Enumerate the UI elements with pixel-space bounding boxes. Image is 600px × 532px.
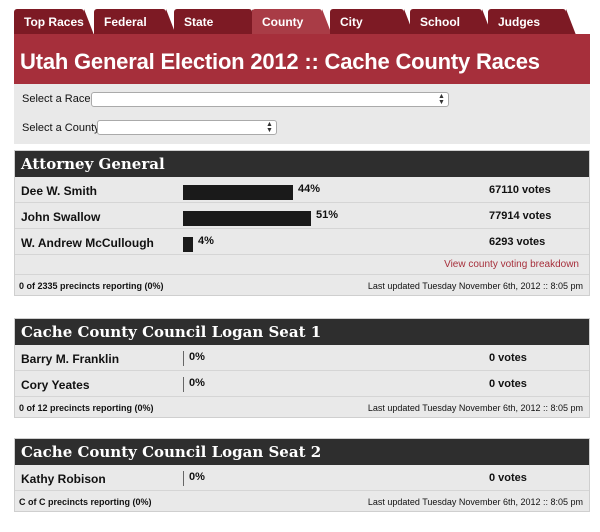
last-updated: Last updated Tuesday November 6th, 2012 … (367, 497, 583, 507)
vote-percent: 0% (189, 351, 205, 363)
race-tabs: Top Races Federal State County City Scho… (14, 9, 590, 35)
page-title: Utah General Election 2012 :: Cache Coun… (14, 34, 590, 84)
candidate-name: W. Andrew McCullough (21, 236, 154, 250)
vote-percent: 0% (189, 471, 205, 483)
last-updated: Last updated Tuesday November 6th, 2012 … (367, 281, 583, 291)
candidate-name: Dee W. Smith (21, 184, 98, 198)
race-title: Attorney General (15, 151, 589, 177)
vote-bar (183, 471, 184, 486)
race-footer: 0 of 2335 precincts reporting (0%) Last … (15, 275, 589, 295)
candidate-row: Cory Yeates 0% 0 votes (15, 371, 589, 397)
precincts-reporting: 0 of 12 precincts reporting (0%) (19, 403, 154, 413)
race-panel: Cache County Council Logan Seat 1 Barry … (14, 318, 590, 418)
race-panel: Attorney General Dee W. Smith 44% 67110 … (14, 150, 590, 296)
county-breakdown-link[interactable]: View county voting breakdown (444, 259, 579, 270)
vote-count: 0 votes (489, 352, 527, 364)
tab-top-races[interactable]: Top Races (14, 9, 94, 35)
vote-count: 67110 votes (489, 184, 551, 196)
race-select-label: Select a Race: (22, 93, 94, 105)
candidate-row: W. Andrew McCullough 4% 6293 votes (15, 229, 589, 255)
race-footer: C of C precincts reporting (0%) Last upd… (15, 491, 589, 511)
vote-count: 0 votes (489, 378, 527, 390)
select-arrows-icon: ▲ ▼ (438, 93, 445, 106)
vote-count: 0 votes (489, 472, 527, 484)
vote-bar (183, 185, 293, 200)
candidate-row: Kathy Robison 0% 0 votes (15, 465, 589, 491)
tab-state[interactable]: State (174, 9, 262, 35)
tab-county[interactable]: County (252, 9, 332, 35)
race-filter-panel: Select a Race: ▲ ▼ Select a County: ▲ ▼ (14, 84, 590, 144)
vote-bar (183, 237, 193, 252)
tab-federal[interactable]: Federal (94, 9, 176, 35)
candidate-name: Barry M. Franklin (21, 352, 120, 366)
vote-bar (183, 211, 311, 226)
tab-school[interactable]: School (410, 9, 492, 35)
vote-bar (183, 351, 184, 366)
precincts-reporting: C of C precincts reporting (0%) (19, 497, 152, 507)
race-footer: 0 of 12 precincts reporting (0%) Last up… (15, 397, 589, 417)
race-panel: Cache County Council Logan Seat 2 Kathy … (14, 438, 590, 512)
last-updated: Last updated Tuesday November 6th, 2012 … (367, 403, 583, 413)
vote-percent: 44% (298, 183, 321, 195)
vote-count: 6293 votes (489, 236, 546, 248)
county-select-label: Select a County: (22, 122, 103, 134)
county-select[interactable]: ▲ ▼ (97, 120, 277, 135)
vote-percent: 4% (198, 235, 214, 247)
select-arrows-icon: ▲ ▼ (266, 121, 273, 134)
breakdown-row: View county voting breakdown (15, 255, 589, 275)
vote-percent: 0% (189, 377, 205, 389)
candidate-row: John Swallow 51% 77914 votes (15, 203, 589, 229)
candidate-row: Barry M. Franklin 0% 0 votes (15, 345, 589, 371)
race-title: Cache County Council Logan Seat 1 (15, 319, 589, 345)
candidate-name: John Swallow (21, 210, 101, 224)
candidate-row: Dee W. Smith 44% 67110 votes (15, 177, 589, 203)
tab-judges[interactable]: Judges (488, 9, 576, 35)
race-title: Cache County Council Logan Seat 2 (15, 439, 589, 465)
race-select[interactable]: ▲ ▼ (91, 92, 449, 107)
candidate-name: Cory Yeates (21, 378, 90, 392)
precincts-reporting: 0 of 2335 precincts reporting (0%) (19, 281, 164, 291)
tab-city[interactable]: City (330, 9, 414, 35)
vote-percent: 51% (316, 209, 339, 221)
vote-count: 77914 votes (489, 210, 552, 222)
vote-bar (183, 377, 184, 392)
candidate-name: Kathy Robison (21, 472, 106, 486)
